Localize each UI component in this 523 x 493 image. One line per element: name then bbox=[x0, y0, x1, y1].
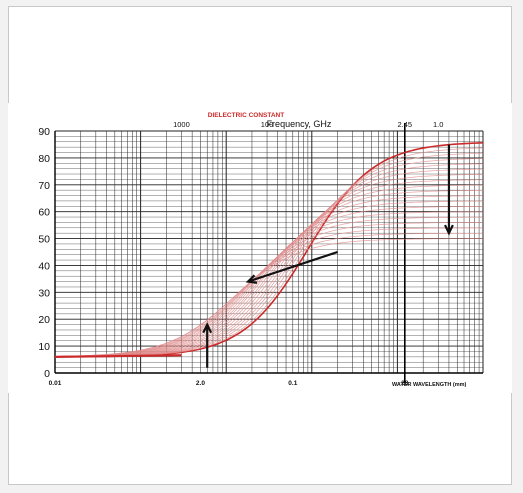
dielectric-curve bbox=[55, 152, 483, 358]
x-tick-label: 28 bbox=[401, 380, 409, 387]
top-axis-label: Frequency, GHz bbox=[267, 119, 332, 129]
y-tick-label: 90 bbox=[38, 126, 50, 138]
dielectric-curve bbox=[55, 238, 483, 357]
arrow-left-head bbox=[245, 274, 258, 284]
chart-title: DIELECTRIC CONSTANT bbox=[208, 112, 284, 119]
arrow-left-shaft bbox=[247, 250, 338, 283]
y-tick-label: 40 bbox=[38, 260, 50, 272]
y-tick-label: 60 bbox=[38, 207, 50, 219]
top-tick-label: 1.0 bbox=[433, 120, 443, 129]
top-tick-label: 2.45 bbox=[397, 120, 412, 129]
dielectric-chart: DIELECTRIC CONSTANT Frequency, GHz WATER… bbox=[38, 112, 484, 388]
top-tick-label: 100 bbox=[261, 120, 274, 129]
arrow-down-head bbox=[444, 224, 454, 236]
y-tick-label: 50 bbox=[38, 234, 50, 246]
arrow-up-head bbox=[202, 322, 213, 334]
y-tick-label: 0 bbox=[44, 368, 50, 380]
low-plateau-band bbox=[54, 354, 182, 358]
x-tick-label: 0.1 bbox=[288, 380, 297, 387]
curve-family bbox=[54, 142, 484, 358]
x-tick-label: 2.0 bbox=[196, 380, 205, 387]
dielectric-curve bbox=[54, 232, 484, 357]
y-tick-label: 20 bbox=[38, 314, 50, 326]
bottom-axis-label: WATER WAVELENGTH (mm) bbox=[392, 382, 467, 388]
annotation-arrows bbox=[202, 144, 454, 368]
y-tick-label: 10 bbox=[38, 341, 50, 353]
x-tick-label: 0.01 bbox=[49, 380, 62, 387]
y-tick-label: 70 bbox=[38, 180, 50, 192]
grid bbox=[54, 123, 484, 383]
dielectric-curve bbox=[55, 163, 484, 358]
top-tick-label: 1000 bbox=[173, 120, 190, 129]
dielectric-curve bbox=[55, 200, 483, 357]
dielectric-curve bbox=[55, 158, 484, 358]
y-tick-label: 80 bbox=[38, 153, 50, 165]
y-tick-label: 30 bbox=[38, 287, 50, 299]
chart-background bbox=[8, 103, 512, 393]
labels: DIELECTRIC CONSTANT Frequency, GHz WATER… bbox=[38, 112, 466, 388]
